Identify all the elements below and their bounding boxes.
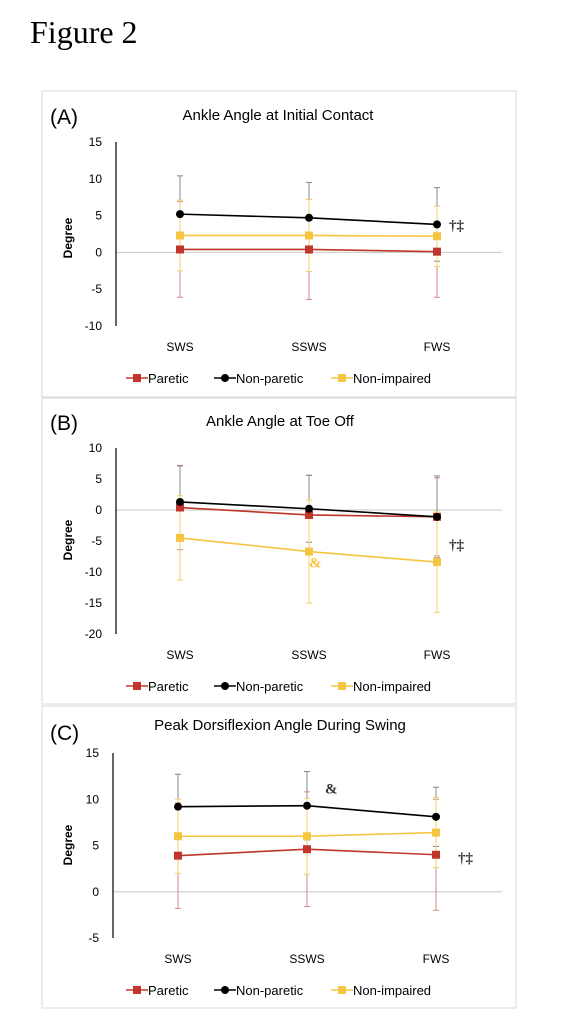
data-point-non-impaired xyxy=(305,231,313,240)
data-point-paretic xyxy=(174,851,182,860)
data-point-non-impaired xyxy=(305,547,313,556)
legend-marker-non-paretic xyxy=(221,682,229,690)
y-tick-label: 0 xyxy=(95,245,102,259)
legend-marker-non-impaired xyxy=(338,682,346,690)
y-tick-label: -5 xyxy=(91,534,102,548)
y-tick-label: 15 xyxy=(89,135,103,149)
x-category-label-fws: FWS xyxy=(424,340,451,354)
y-tick-label: 5 xyxy=(95,209,102,223)
y-tick-label: -5 xyxy=(88,931,99,945)
data-point-non-impaired xyxy=(174,832,182,841)
y-tick-label: 5 xyxy=(92,839,99,853)
legend: Paretic Non-paretic Non-impaired xyxy=(126,983,431,998)
annotation-mark: †‡ xyxy=(449,538,465,554)
legend-label-paretic: Paretic xyxy=(148,679,189,694)
figure-title: Figure 2 xyxy=(30,14,138,50)
legend: Paretic Non-paretic Non-impaired xyxy=(126,371,431,386)
panel-label: (C) xyxy=(50,722,79,745)
y-tick-label: 10 xyxy=(89,441,103,455)
x-category-label-ssws: SSWS xyxy=(291,340,326,354)
data-point-non-paretic xyxy=(176,210,184,219)
chart-title: Ankle Angle at Toe Off xyxy=(206,413,355,430)
chart-title: Ankle Angle at Initial Contact xyxy=(183,107,375,124)
data-point-non-impaired xyxy=(432,828,440,837)
data-point-non-paretic xyxy=(305,504,313,513)
data-point-non-impaired xyxy=(176,533,184,542)
y-tick-label: -10 xyxy=(85,565,103,579)
chart-panel-c: (C) Peak Dorsiflexion Angle During Swing D… xyxy=(41,705,517,1009)
legend-label-non-paretic: Non-paretic xyxy=(236,679,304,694)
y-axis-label: Degree xyxy=(61,217,75,258)
y-tick-label: -20 xyxy=(85,627,103,641)
data-point-non-paretic xyxy=(432,812,440,821)
annotation-mark: & xyxy=(309,556,322,572)
data-point-non-impaired xyxy=(176,231,184,240)
y-tick-label: 0 xyxy=(95,503,102,517)
y-tick-label: -15 xyxy=(85,596,103,610)
data-point-paretic xyxy=(433,247,441,256)
y-tick-label: 10 xyxy=(86,792,100,806)
legend-label-non-impaired: Non-impaired xyxy=(353,679,431,694)
x-category-label-fws: FWS xyxy=(423,952,450,966)
data-point-non-paretic xyxy=(176,497,184,506)
panel-label: (A) xyxy=(50,106,78,129)
annotation-mark: †‡ xyxy=(449,218,465,234)
data-point-non-paretic xyxy=(305,213,313,222)
y-tick-label: 5 xyxy=(95,472,102,486)
x-category-label-ssws: SSWS xyxy=(289,952,324,966)
legend-label-non-impaired: Non-impaired xyxy=(353,983,431,998)
legend-label-paretic: Paretic xyxy=(148,371,189,386)
x-category-label-sws: SWS xyxy=(166,648,193,662)
y-tick-label: -5 xyxy=(91,282,102,296)
y-axis-label: Degree xyxy=(61,824,75,865)
data-point-paretic xyxy=(176,245,184,254)
legend-marker-paretic xyxy=(133,986,141,994)
y-tick-label: 0 xyxy=(92,885,99,899)
x-category-label-sws: SWS xyxy=(166,340,193,354)
data-point-non-paretic xyxy=(174,802,182,811)
y-tick-label: 15 xyxy=(86,746,100,760)
y-tick-label: -10 xyxy=(85,319,103,333)
legend-marker-non-paretic xyxy=(221,986,229,994)
legend-label-non-impaired: Non-impaired xyxy=(353,371,431,386)
data-point-paretic xyxy=(432,850,440,859)
data-point-non-paretic xyxy=(433,220,441,229)
legend: Paretic Non-paretic Non-impaired xyxy=(126,679,431,694)
legend-marker-non-paretic xyxy=(221,374,229,382)
data-point-paretic xyxy=(176,503,184,512)
legend-marker-paretic xyxy=(133,682,141,690)
annotation-mark: †‡ xyxy=(458,851,474,867)
annotation-mark: & xyxy=(325,782,338,798)
panel-label: (B) xyxy=(50,412,78,435)
data-point-paretic xyxy=(305,245,313,254)
chart-panel-b: (B) Ankle Angle at Toe Off Degree 10 5 0 -5 -10… xyxy=(41,397,517,705)
chart-title: Peak Dorsiflexion Angle During Swing xyxy=(154,717,406,734)
legend-label-paretic: Paretic xyxy=(148,983,189,998)
legend-label-non-paretic: Non-paretic xyxy=(236,983,304,998)
legend-marker-non-impaired xyxy=(338,986,346,994)
data-point-non-paretic xyxy=(433,512,441,521)
y-axis-label: Degree xyxy=(61,519,75,560)
data-point-non-impaired xyxy=(433,232,441,241)
x-category-label-ssws: SSWS xyxy=(291,648,326,662)
x-category-label-fws: FWS xyxy=(424,648,451,662)
legend-label-non-paretic: Non-paretic xyxy=(236,371,304,386)
y-tick-label: 10 xyxy=(89,172,103,186)
data-point-non-impaired xyxy=(303,832,311,841)
legend-marker-paretic xyxy=(133,374,141,382)
chart-panel-a: (A) Ankle Angle at Initial Contact Degree 1… xyxy=(41,90,517,398)
data-point-paretic xyxy=(303,845,311,854)
data-point-paretic xyxy=(305,510,313,519)
data-point-non-impaired xyxy=(433,558,441,567)
data-point-non-paretic xyxy=(303,801,311,810)
legend-marker-non-impaired xyxy=(338,374,346,382)
x-category-label-sws: SWS xyxy=(164,952,191,966)
